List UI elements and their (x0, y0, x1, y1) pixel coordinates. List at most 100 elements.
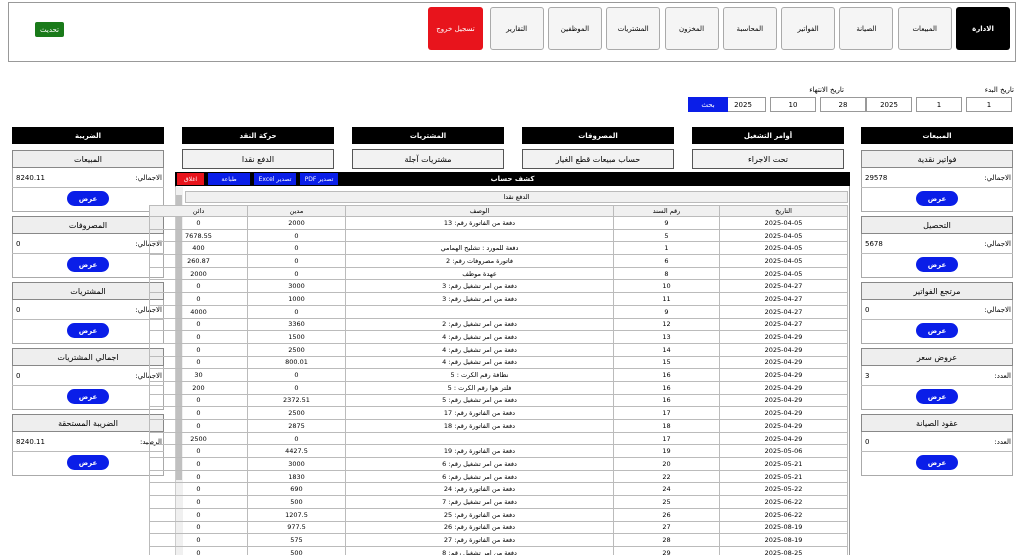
table-row: 2025-06-22 26 دفعة من الفاتورة رقم: 25 1207… (149, 507, 848, 522)
table-cell: 0 (247, 266, 346, 281)
table-cell: 29 (613, 545, 720, 555)
table-cell: 2025-04-29 (719, 393, 848, 408)
table-cell: 575 (247, 533, 346, 547)
table-row: 2025-04-05 5 0 7678.55 (149, 228, 848, 243)
start-input[interactable]: 2025 (866, 97, 912, 112)
search-button[interactable]: بحث (688, 97, 728, 112)
sub-button[interactable]: تحت الاجراء (692, 149, 844, 169)
start-input[interactable]: 1 (916, 97, 962, 112)
card-label: العدد: (994, 372, 1011, 380)
table-cell: دفعة من امر تشغيل رقم: 5 (345, 393, 614, 408)
table-cell: 0 (149, 330, 248, 344)
table-cell: 2025-04-29 (719, 355, 848, 370)
card-label: العدد: (994, 438, 1011, 446)
table-cell: 10 (613, 279, 720, 294)
table-cell: 13 (613, 330, 720, 344)
view-button[interactable]: عرض (67, 191, 109, 206)
table-cell: دفعة من الفاتورة رقم: 19 (345, 444, 614, 459)
table-cell: 9 (613, 304, 720, 319)
nav-tab[interactable]: الصيانة (839, 7, 894, 50)
view-button[interactable]: عرض (916, 323, 958, 338)
nav-tab[interactable]: المحاسبة (722, 7, 777, 50)
table-cell: 0 (247, 241, 346, 256)
modal-button[interactable]: تصدير Excel (254, 173, 296, 185)
end-input[interactable]: 28 (820, 97, 866, 112)
table-row: 2025-04-05 8 عهدة موظف 0 2000 (149, 266, 848, 281)
logout-button[interactable]: تسجيل خروج (428, 7, 483, 50)
nav-tab[interactable]: الفواتير (781, 7, 836, 50)
modal-button[interactable]: طباعة (208, 173, 250, 185)
card-label: الاجمالي: (135, 240, 162, 248)
view-button[interactable]: عرض (916, 257, 958, 272)
statement-table: التاريخ رقم السند الوصف مدين دائن 2025-04-05 9… (149, 205, 848, 555)
table-row: 2025-04-29 16 فلتر هوا رقم الكرت : 5 0 200 (149, 380, 848, 395)
refresh-button[interactable]: تحديث (35, 22, 64, 37)
table-cell: 2025-04-29 (719, 419, 848, 433)
view-button[interactable]: عرض (67, 323, 109, 338)
card-value: 5678 (865, 240, 883, 248)
view-button[interactable]: عرض (916, 389, 958, 404)
table-row: 2025-04-29 16 دفعة من امر تشغيل رقم: 5 2372… (149, 393, 848, 408)
table-cell: دفعة من الفاتورة رقم: 27 (345, 533, 614, 547)
column-header: المشتريات (352, 127, 504, 144)
sub-button[interactable]: مشتريات آجلة (352, 149, 504, 169)
table-cell: 0 (149, 406, 248, 420)
table-cell: 16 (613, 368, 720, 382)
table-cell: 11 (613, 292, 720, 306)
table-cell: 0 (149, 342, 248, 357)
card-label: الاجمالي: (984, 306, 1011, 314)
table-cell: 2025-06-22 (719, 507, 848, 522)
end-input[interactable]: 10 (770, 97, 816, 112)
view-button[interactable]: عرض (916, 191, 958, 206)
table-cell: دفعة من الفاتورة رقم: 17 (345, 406, 614, 420)
nav-tab[interactable]: المخزون (664, 7, 719, 50)
card-value: 3 (865, 372, 870, 380)
table-cell: 977.5 (247, 520, 346, 535)
card-title: عروض سعر (861, 348, 1013, 366)
table-cell: 2875 (247, 419, 346, 433)
table-cell: 2025-04-05 (719, 216, 848, 230)
table-cell: 400 (149, 241, 248, 256)
column-header: المصروفات (522, 127, 674, 144)
view-button[interactable]: عرض (67, 455, 109, 470)
table-row: 2025-05-06 19 دفعة من الفاتورة رقم: 19 4427… (149, 444, 848, 459)
table-cell: 30 (149, 368, 248, 382)
nav-tab[interactable]: المبيعات (897, 7, 952, 50)
table-row: 2025-04-29 15 دفعة من امر تشغيل رقم: 4 800.… (149, 355, 848, 370)
table-cell: 2000 (149, 266, 248, 281)
view-button[interactable]: عرض (67, 257, 109, 272)
table-cell: 12 (613, 317, 720, 332)
table-cell: دفعة من امر تشغيل رقم: 3 (345, 292, 614, 306)
nav-tab[interactable]: الموظفين (547, 7, 602, 50)
table-cell (345, 304, 614, 319)
table-cell: 0 (149, 317, 248, 332)
table-cell: 0 (149, 545, 248, 555)
table-cell: 18 (613, 419, 720, 433)
start-input[interactable]: 1 (966, 97, 1012, 112)
table-cell: 2025-04-05 (719, 254, 848, 268)
modal-button[interactable]: تصدير PDF (300, 173, 338, 185)
table-cell: 0 (149, 533, 248, 547)
sub-button[interactable]: الدفع نقدا (182, 149, 334, 169)
nav-tab[interactable]: التقارير (489, 7, 544, 50)
nav-tab[interactable]: المشتريات (606, 7, 661, 50)
table-cell: 2025-08-25 (719, 545, 848, 555)
table-cell: 28 (613, 533, 720, 547)
table-cell: دفعة من امر تشغيل رقم: 2 (345, 317, 614, 332)
card-title: المبيعات (12, 150, 164, 168)
table-row: 2025-05-21 20 دفعة من امر تشغيل رقم: 6 3000… (149, 457, 848, 471)
table-cell: 2025-04-29 (719, 330, 848, 344)
table-cell: 260.87 (149, 254, 248, 268)
table-cell: 0 (149, 292, 248, 306)
view-button[interactable]: عرض (67, 389, 109, 404)
table-cell: 2500 (247, 406, 346, 420)
nav-tab[interactable]: الادارة (956, 7, 1010, 50)
table-cell: 500 (247, 495, 346, 509)
column-header: التاريخ (719, 205, 848, 217)
modal-button[interactable]: اغلاق (177, 173, 204, 185)
table-cell: 24 (613, 482, 720, 497)
modal-subtitle: الدفع نقدا (185, 191, 848, 203)
card-row-line (12, 451, 164, 452)
view-button[interactable]: عرض (916, 455, 958, 470)
sub-button[interactable]: حساب مبيعات قطع الغيار (522, 149, 674, 169)
